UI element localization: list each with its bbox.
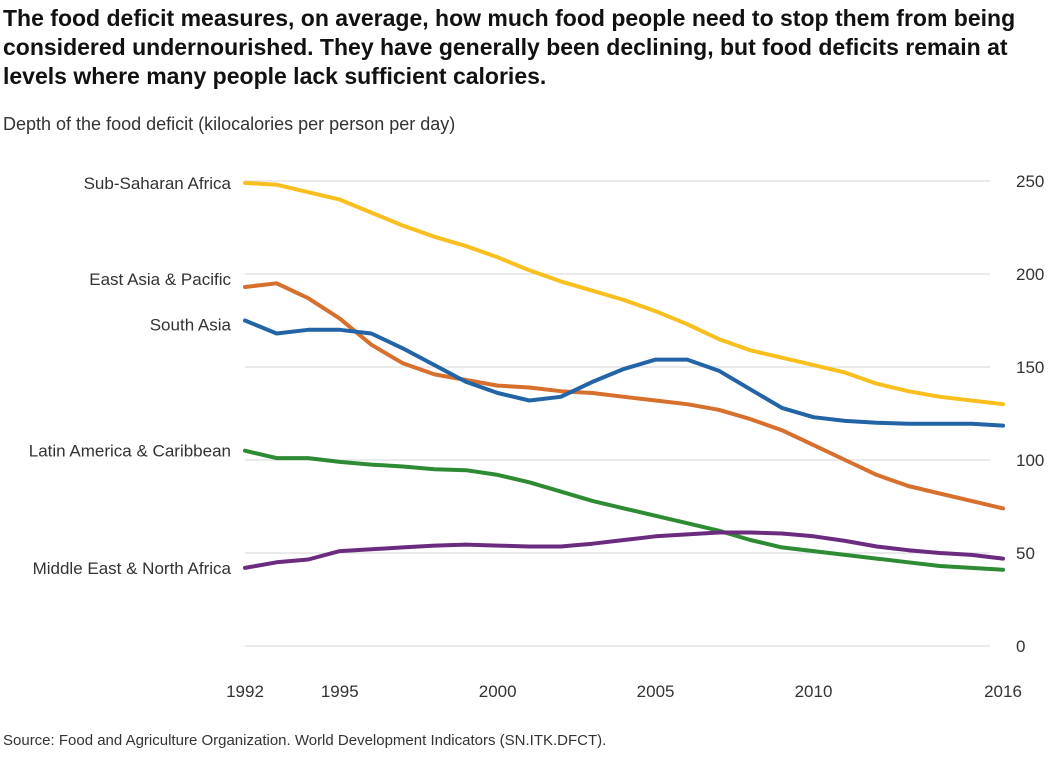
series-line-south-asia xyxy=(243,318,1005,428)
y-tick-label: 50 xyxy=(1016,544,1035,563)
series-line-middle-east-north-africa xyxy=(243,530,1005,570)
series-line-sub-saharan-africa xyxy=(243,180,1005,407)
series-labels: Sub-Saharan Africa East Asia & Pacific Sou… xyxy=(29,174,232,578)
series-label: Sub-Saharan Africa xyxy=(84,174,232,193)
series-label: Middle East & North Africa xyxy=(33,559,232,578)
x-tick-label: 2016 xyxy=(984,682,1022,701)
series-line-east-asia-pacific xyxy=(243,281,1005,511)
x-tick-label: 2005 xyxy=(637,682,675,701)
gridlines xyxy=(245,180,990,647)
y-tick-label: 150 xyxy=(1016,358,1044,377)
series-label: South Asia xyxy=(150,316,232,335)
y-tick-label: 250 xyxy=(1016,172,1044,191)
y-tick-label: 0 xyxy=(1016,637,1025,656)
x-tick-label: 2010 xyxy=(795,682,833,701)
line-chart: 0 50 100 150 200 250 1992 1995 2000 2005 2010 2016… xyxy=(29,172,1045,701)
y-tick-label: 100 xyxy=(1016,451,1044,470)
x-tick-label: 1995 xyxy=(321,682,359,701)
x-axis-ticks: 1992 1995 2000 2005 2010 2016 xyxy=(226,682,1022,701)
chart-title: The food deficit measures, on average, h… xyxy=(3,5,1016,89)
y-axis-label: Depth of the food deficit (kilocalories … xyxy=(3,114,456,134)
series-label: Latin America & Caribbean xyxy=(29,442,231,461)
x-tick-label: 2000 xyxy=(479,682,517,701)
series-label: East Asia & Pacific xyxy=(89,270,231,289)
x-tick-label: 1992 xyxy=(226,682,264,701)
y-tick-label: 200 xyxy=(1016,265,1044,284)
y-axis-ticks: 0 50 100 150 200 250 xyxy=(1016,172,1044,656)
series-line-latin-america-caribbean xyxy=(243,448,1005,572)
source-note: Source: Food and Agriculture Organizatio… xyxy=(3,732,607,749)
series-lines xyxy=(243,180,1005,572)
